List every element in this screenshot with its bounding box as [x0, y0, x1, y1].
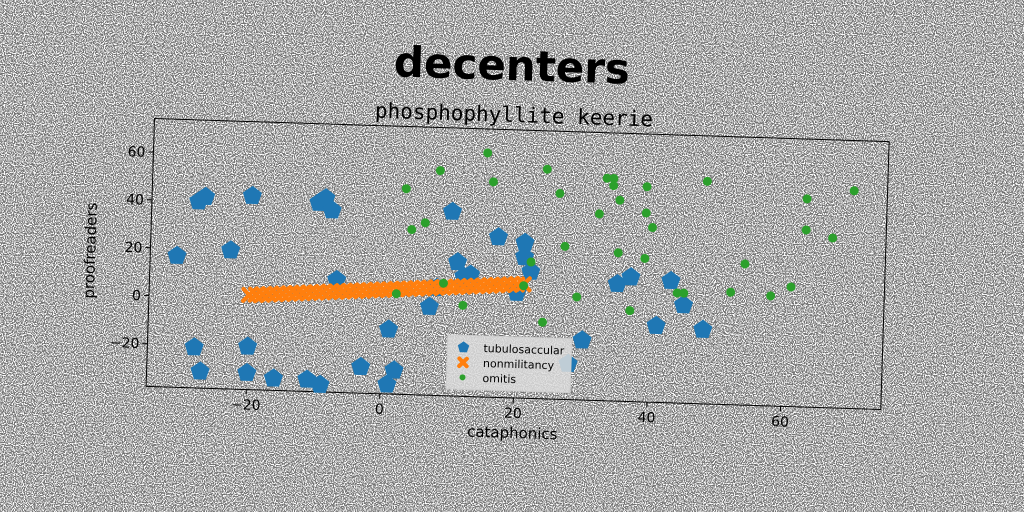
- data-point: [702, 176, 712, 186]
- data-point: [602, 173, 612, 183]
- data-point: [542, 164, 552, 174]
- x-tick-label: 40: [637, 410, 655, 427]
- legend-entry: omitis: [482, 372, 516, 386]
- data-point: [221, 240, 241, 259]
- data-point: [802, 194, 812, 204]
- y-axis-label: proofreaders: [80, 202, 101, 299]
- data-point: [801, 225, 811, 235]
- y-tick-label: 40: [126, 192, 144, 209]
- data-point: [407, 225, 417, 235]
- y-tick-label: −20: [110, 335, 140, 352]
- data-point: [196, 186, 216, 206]
- data-point: [448, 252, 468, 271]
- data-point: [572, 292, 582, 302]
- data-point: [555, 189, 565, 199]
- data-point: [679, 288, 689, 298]
- data-point: [625, 306, 635, 316]
- data-point: [646, 315, 666, 335]
- data-point: [647, 223, 657, 233]
- data-point: [242, 185, 262, 205]
- legend-marker: [457, 356, 469, 369]
- data-point: [766, 291, 776, 301]
- data-point: [615, 195, 625, 205]
- data-point: [613, 248, 623, 258]
- data-point: [443, 201, 463, 220]
- data-point: [379, 319, 399, 338]
- data-point: [438, 278, 448, 288]
- data-point: [488, 227, 509, 246]
- data-point: [726, 287, 736, 297]
- data-point: [521, 261, 541, 280]
- data-point: [461, 264, 481, 283]
- data-point: [167, 245, 187, 264]
- data-point: [184, 337, 204, 356]
- data-point: [322, 200, 342, 219]
- data-point: [310, 374, 330, 393]
- data-point: [238, 336, 258, 355]
- data-point: [828, 233, 838, 243]
- data-point: [641, 208, 651, 218]
- data-marks: [167, 148, 859, 393]
- data-point: [391, 289, 401, 299]
- x-tick-label: −20: [231, 397, 261, 414]
- data-point: [327, 269, 347, 289]
- data-point: [384, 360, 404, 379]
- data-point: [190, 361, 210, 380]
- data-point: [621, 267, 641, 286]
- legend-marker-stroke: [457, 356, 469, 368]
- data-point: [740, 259, 750, 269]
- x-axis: −20 0 20 40 60: [231, 389, 789, 431]
- data-point: [420, 218, 430, 228]
- data-point: [488, 177, 498, 187]
- data-point: [237, 362, 257, 382]
- chart-suptitle: decenters: [393, 37, 631, 93]
- data-point: [786, 282, 796, 292]
- y-axis: −20 0 20 40 60: [110, 144, 154, 352]
- data-point: [538, 317, 548, 327]
- legend-entry: nonmilitancy: [483, 357, 555, 372]
- data-point: [609, 173, 619, 183]
- data-point: [519, 281, 529, 291]
- data-point: [572, 330, 592, 349]
- series-nonmilitancy: [241, 275, 532, 304]
- legend-entry: tubulosaccular: [483, 342, 565, 358]
- data-point: [674, 295, 694, 314]
- data-point: [458, 300, 468, 310]
- data-point: [849, 186, 859, 196]
- data-point: [640, 253, 650, 263]
- y-tick-label: 0: [132, 288, 141, 304]
- data-point: [483, 148, 493, 158]
- data-point: [672, 288, 682, 298]
- plot-area: −20 0 20 40 60 −20 0 20 40 60 cataphonics proofr…: [80, 118, 890, 444]
- data-point: [661, 270, 681, 290]
- data-point: [560, 241, 570, 251]
- y-tick-label: 20: [124, 240, 142, 257]
- data-point: [594, 209, 604, 219]
- x-tick-label: 20: [504, 406, 522, 423]
- data-point: [526, 257, 536, 267]
- data-point: [419, 296, 439, 316]
- data-point: [435, 166, 445, 176]
- data-point: [401, 184, 411, 194]
- data-point: [515, 232, 535, 252]
- x-tick-label: 0: [375, 402, 384, 418]
- series-tubulosaccular: [167, 185, 713, 393]
- data-point: [351, 356, 371, 376]
- y-tick-label: 60: [127, 144, 145, 161]
- data-point: [377, 374, 397, 393]
- data-point: [609, 181, 619, 191]
- data-point: [642, 182, 652, 192]
- legend-marker: [457, 341, 470, 353]
- data-point: [607, 273, 627, 293]
- legend-box: [445, 334, 573, 394]
- x-tick-label: 60: [771, 414, 789, 431]
- x-axis-label: cataphonics: [467, 423, 558, 444]
- legend-marker: [459, 374, 466, 381]
- data-point: [693, 319, 713, 338]
- series-omitis: [391, 148, 859, 327]
- data-point: [263, 368, 284, 387]
